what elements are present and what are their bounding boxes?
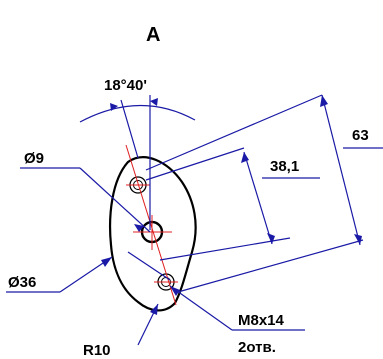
angle-arc (79, 104, 196, 123)
dia9-leader (79, 167, 151, 233)
hole-diameter-label: Ø9 (24, 150, 44, 167)
dim-line-38 (243, 151, 273, 245)
ext-line-upper-long (145, 94, 323, 171)
ext-line-center-short (159, 237, 291, 261)
center-distance-short-label: 38,1 (270, 158, 299, 175)
radius-arrow (150, 304, 158, 315)
ext-line-upper-short (145, 147, 245, 181)
part-outline (108, 156, 197, 312)
thread-leader (169, 285, 233, 331)
dim-38-arrow-top (241, 152, 249, 163)
angle-dimension: 18°40' (104, 77, 147, 94)
dia36-arrow (101, 257, 112, 267)
main-axis-line (125, 144, 177, 306)
inclined-axis-extension (120, 99, 139, 159)
dim-63-arrow-bottom (354, 234, 362, 245)
holes-count-label: 2отв. (238, 339, 276, 356)
ext-line-lower-long (177, 239, 364, 293)
view-label: А (146, 24, 160, 46)
ext-line-bottom-hole (127, 251, 171, 281)
angle-arrow-right (150, 98, 158, 106)
dim-line-63 (321, 94, 361, 246)
dim-63-arrow-top (320, 95, 328, 107)
center-distance-long-label: 63 (352, 127, 369, 144)
thread-arrow (170, 286, 180, 296)
dia9-arrow (134, 224, 144, 232)
radius-label: R10 (83, 342, 111, 359)
angle-arrow-left (110, 103, 118, 111)
dim-38-arrow-bottom (267, 233, 275, 244)
thread-label: M8x14 (238, 312, 285, 329)
outer-diameter-label: Ø36 (8, 274, 36, 291)
